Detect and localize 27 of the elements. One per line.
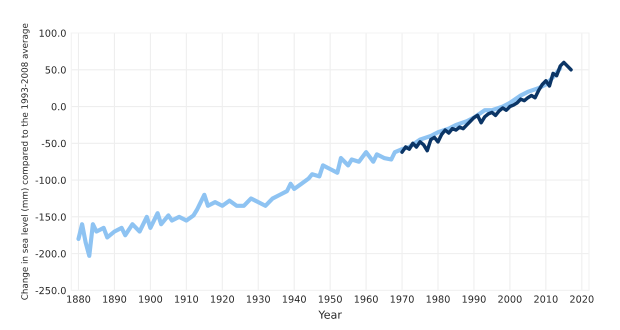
x-tick-label: 2000	[498, 295, 522, 303]
y-tick-label: -250.0	[36, 286, 66, 294]
y-axis-title: Change in sea level (mm) compared to the 1993-2008 average	[21, 24, 30, 300]
y-tick-label: -100.0	[36, 176, 66, 184]
line-series	[400, 60, 573, 154]
x-tick-label: 1990	[462, 295, 486, 303]
x-tick-label: 1940	[282, 295, 306, 303]
x-tick-label: 1920	[210, 295, 234, 303]
x-tick-label: 2010	[534, 295, 558, 303]
x-tick-label: 1890	[103, 295, 126, 303]
y-tick-label: -50.0	[42, 140, 66, 148]
line-series	[76, 66, 562, 258]
x-tick-label: 2020	[570, 295, 594, 303]
y-tick-label: -200.0	[36, 250, 66, 258]
x-tick-label: 1910	[175, 295, 198, 303]
y-tick-label: 50.0	[46, 66, 66, 74]
x-tick-label: 1950	[318, 295, 342, 303]
x-tick-label: 1980	[426, 295, 450, 303]
x-tick-label: 1960	[354, 295, 378, 303]
x-tick-label: 1930	[246, 295, 270, 303]
y-tick-label: 0.0	[52, 103, 66, 110]
x-tick-label: 1880	[67, 295, 90, 303]
y-tick-label: 100.0	[40, 29, 66, 37]
y-tick-label: -150.0	[36, 213, 66, 221]
x-tick-label: 1900	[139, 295, 162, 303]
x-axis-title: Year	[318, 310, 342, 319]
x-tick-label: 1970	[390, 295, 414, 303]
